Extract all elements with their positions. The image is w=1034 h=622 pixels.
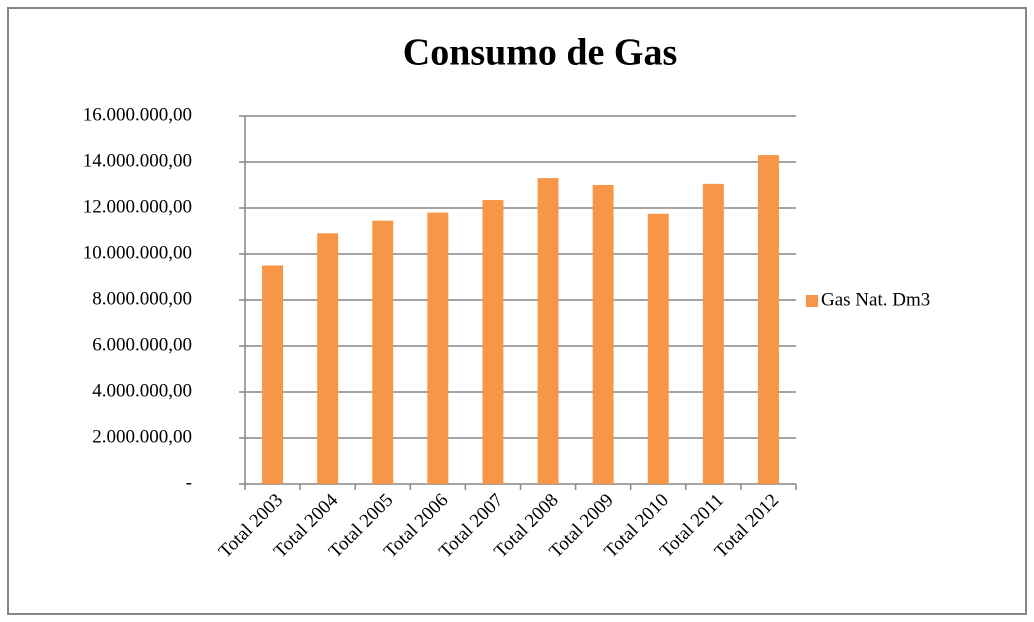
y-tick-label: - bbox=[186, 472, 192, 493]
y-tick-label: 4.000.000,00 bbox=[92, 380, 192, 401]
bar bbox=[372, 220, 394, 484]
y-tick-label: 16.000.000,00 bbox=[83, 104, 192, 125]
y-tick-label: 6.000.000,00 bbox=[92, 334, 192, 355]
legend-swatch bbox=[806, 295, 818, 307]
bar bbox=[427, 212, 449, 484]
bar bbox=[592, 185, 614, 484]
bar bbox=[647, 213, 669, 484]
bar bbox=[317, 233, 339, 484]
bar bbox=[482, 199, 504, 484]
y-tick-label: 2.000.000,00 bbox=[92, 426, 192, 447]
chart-border bbox=[7, 7, 1027, 615]
y-tick-label: 8.000.000,00 bbox=[92, 288, 192, 309]
legend-label: Gas Nat. Dm3 bbox=[821, 289, 930, 310]
bar bbox=[757, 155, 779, 484]
chart-title: Consumo de Gas bbox=[403, 32, 678, 74]
y-tick-label: 14.000.000,00 bbox=[83, 150, 192, 171]
bar bbox=[702, 183, 724, 484]
y-tick-label: 10.000.000,00 bbox=[83, 242, 192, 263]
y-tick-label: 12.000.000,00 bbox=[83, 196, 192, 217]
bar bbox=[262, 265, 284, 484]
bar bbox=[537, 178, 559, 484]
